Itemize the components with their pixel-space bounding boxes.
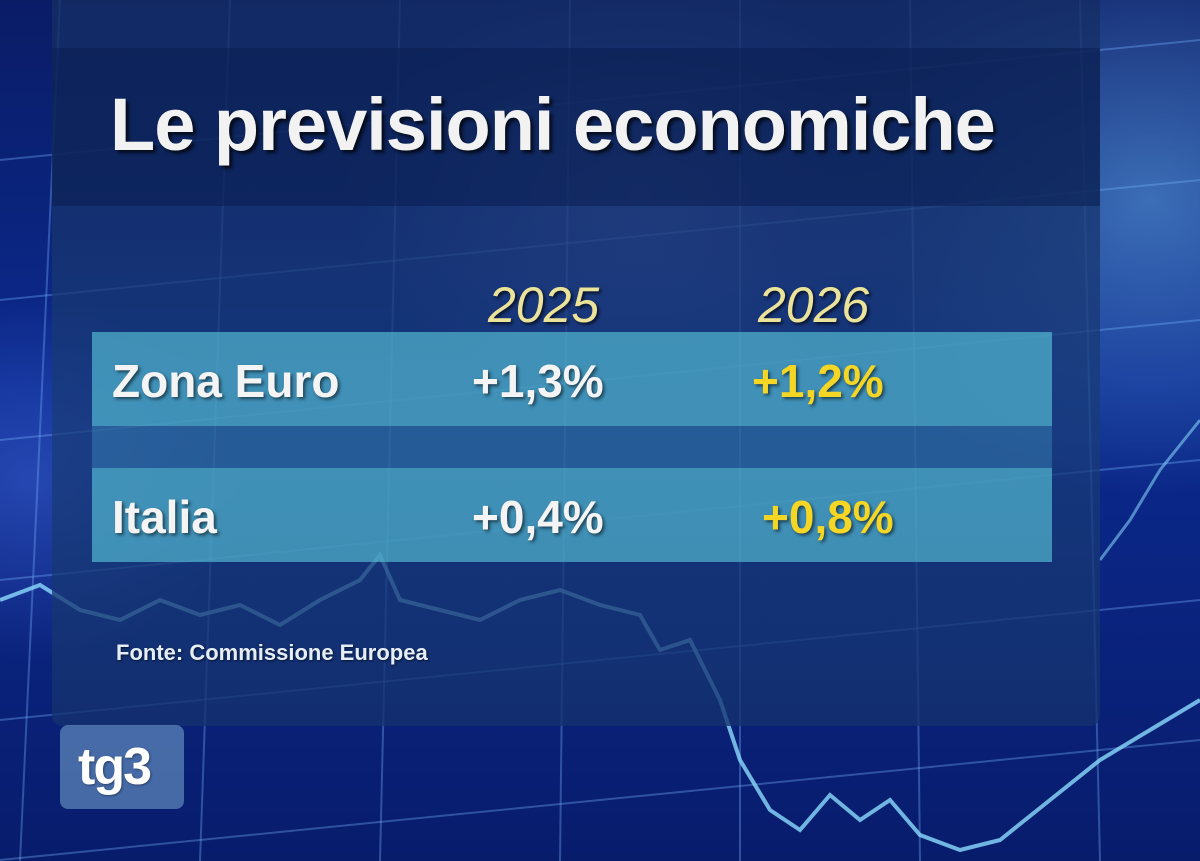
row-separator <box>92 426 1052 468</box>
info-panel: Le previsioni economiche 2025 2026 Zona … <box>52 0 1100 726</box>
source-caption: Fonte: Commissione Europea <box>116 640 428 665</box>
value-2026: +1,2% <box>752 355 884 407</box>
table-row-italia: Italia +0,4% +0,8% <box>92 468 1052 562</box>
value-2025: +1,3% <box>472 355 604 407</box>
value-2025: +0,4% <box>472 491 604 543</box>
logo-text: tg3 <box>78 738 152 796</box>
table-row-zona-euro: Zona Euro +1,3% +1,2% <box>92 332 1052 426</box>
column-header-2026: 2026 <box>758 277 870 333</box>
column-header-2025: 2025 <box>488 277 600 333</box>
panel-title: Le previsioni economiche <box>110 83 996 166</box>
value-2026: +0,8% <box>762 491 894 543</box>
title-band <box>52 48 1100 206</box>
row-label: Italia <box>112 491 217 543</box>
tg3-logo: tg3 <box>60 725 184 809</box>
row-label: Zona Euro <box>112 355 340 407</box>
